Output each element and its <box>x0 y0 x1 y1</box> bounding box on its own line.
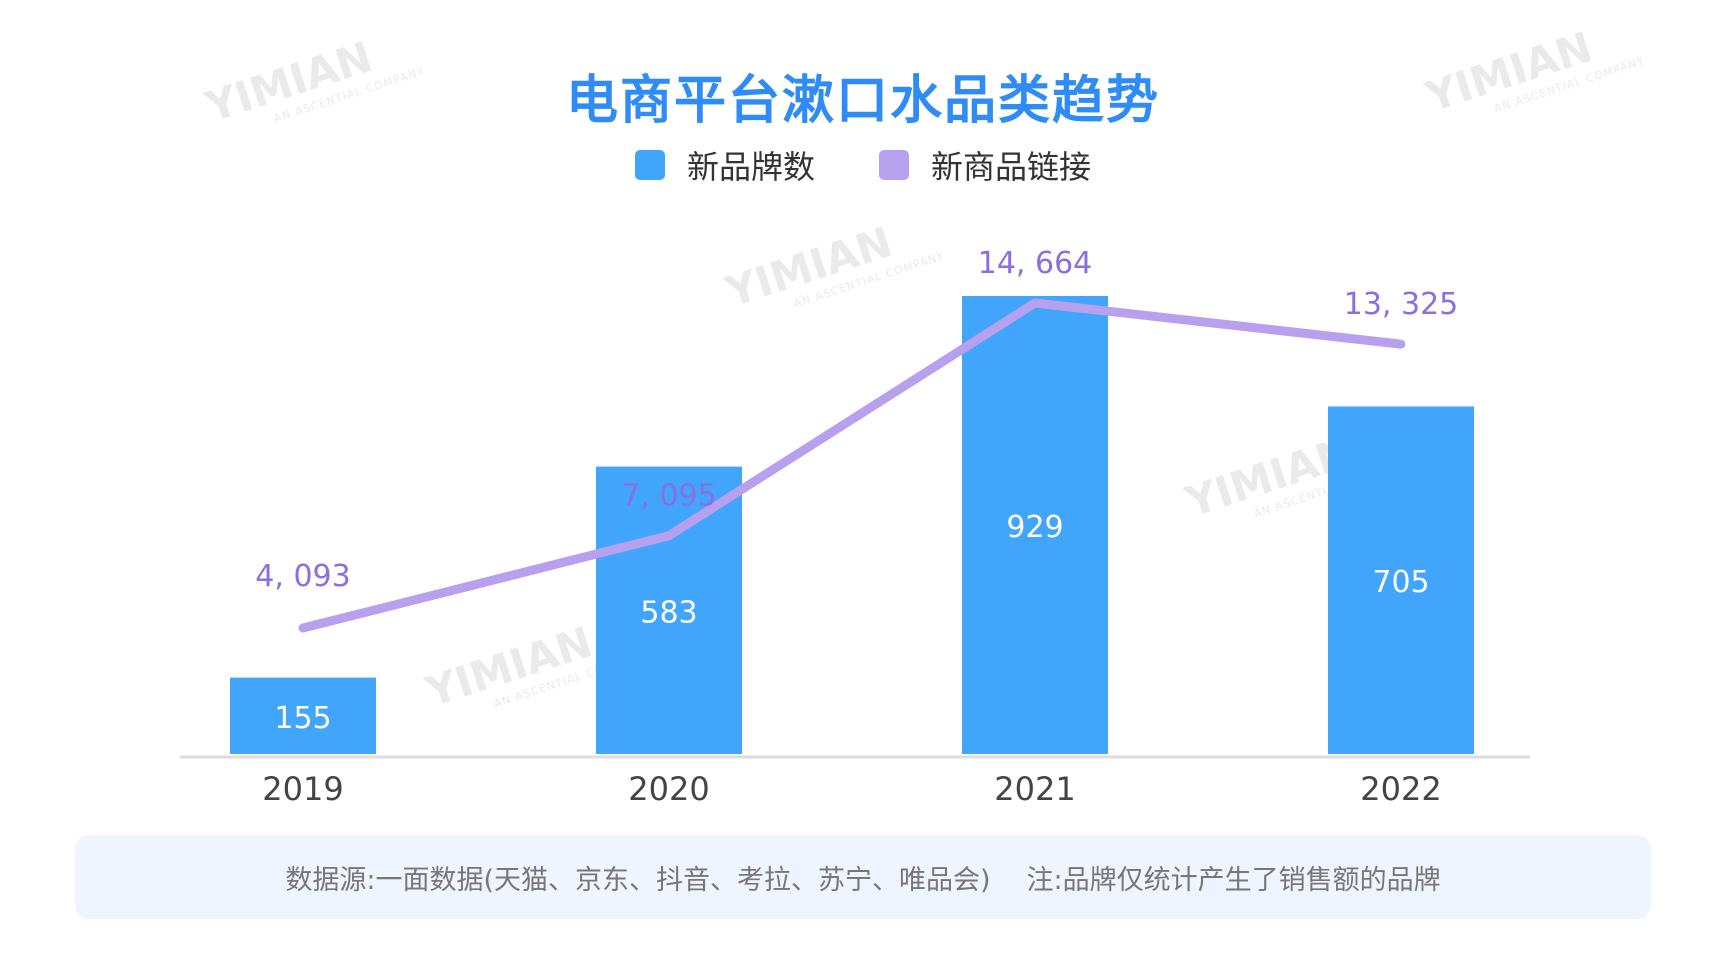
line-series <box>298 298 1406 633</box>
bar-value-label: 705 <box>1372 565 1429 600</box>
line-value-label: 4, 093 <box>255 559 350 594</box>
bar <box>230 677 376 754</box>
legend-item-bars[interactable]: 新品牌数 <box>634 142 815 188</box>
x-tick-label: 2021 <box>994 770 1075 808</box>
legend-item-line[interactable]: 新商品链接 <box>879 142 1091 188</box>
x-tick-label: 2022 <box>1360 770 1441 808</box>
line-value-label: 14, 664 <box>978 246 1093 281</box>
footer-note-text: 注:品牌仅统计产生了销售额的品牌 <box>1026 864 1441 896</box>
legend: 新品牌数 新商品链接 <box>0 142 1726 188</box>
bar <box>1328 406 1474 754</box>
line-value-label: 13, 325 <box>1344 287 1459 322</box>
bar-value-label: 583 <box>640 595 697 630</box>
legend-label-bars: 新品牌数 <box>686 148 815 186</box>
chart-title: 电商平台漱口水品类趋势 <box>565 71 1160 131</box>
legend-label-line: 新商品链接 <box>931 148 1092 186</box>
legend-swatch-line <box>879 150 909 180</box>
bar <box>962 296 1108 754</box>
line-value-label: 7, 095 <box>621 479 716 514</box>
x-tick-label: 2019 <box>262 770 343 808</box>
footer-source: 数据源:一面数据(天猫、京东、抖音、考拉、苏宁、唯品会) <box>285 864 991 896</box>
x-tick-label: 2020 <box>628 770 709 808</box>
bar-value-label: 155 <box>274 701 331 736</box>
legend-swatch-bars <box>634 150 665 180</box>
footer-note: 数据源:一面数据(天猫、京东、抖音、考拉、苏宁、唯品会) 注:品牌仅统计产生了销… <box>75 835 1651 919</box>
bar <box>596 466 742 754</box>
bar-value-label: 929 <box>1006 510 1063 545</box>
